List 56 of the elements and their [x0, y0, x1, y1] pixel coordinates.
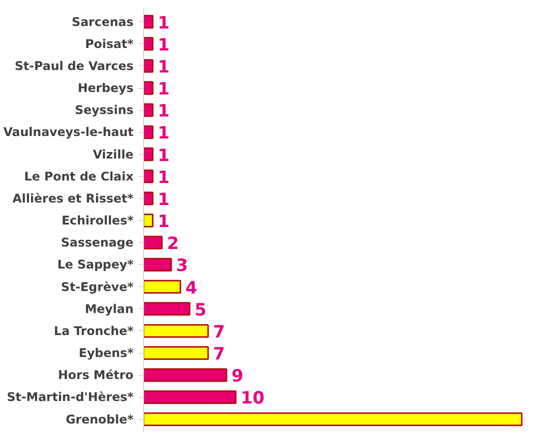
y-tick-label: Grenoble* — [66, 412, 134, 426]
data-label: 1 — [158, 102, 170, 122]
y-tick-label: Sassenage — [60, 236, 134, 250]
bar — [144, 37, 154, 51]
bar — [144, 125, 154, 139]
y-tick-label: Le Sappey* — [57, 258, 134, 272]
bar — [144, 192, 154, 206]
y-tick-label: Hors Métro — [58, 368, 134, 382]
data-label: 1 — [158, 146, 170, 166]
data-label: 1 — [158, 13, 170, 34]
y-tick-label: Seyssins — [74, 103, 134, 118]
data-label: 1 — [158, 124, 170, 144]
data-label: 4 — [185, 278, 198, 298]
data-label: 1 — [158, 190, 170, 210]
bar — [144, 81, 154, 95]
y-tick-label: Vaulnaveys-le-haut — [3, 125, 134, 140]
bar — [144, 236, 163, 250]
data-label: 1 — [158, 57, 170, 78]
y-tick-label: Le Pont de Claix — [24, 169, 134, 184]
bar — [144, 214, 154, 228]
bar — [144, 302, 190, 316]
bar — [144, 324, 209, 338]
y-tick-label: La Tronche* — [54, 324, 134, 338]
data-label: 1 — [158, 35, 170, 56]
y-tick-label: Sarcenas — [72, 14, 134, 29]
bar — [144, 390, 236, 404]
y-tick-label: St-Egrève* — [61, 280, 134, 294]
bar — [144, 412, 522, 426]
bar — [144, 346, 209, 360]
data-label: 1 — [158, 168, 170, 188]
data-label: 10 — [240, 388, 265, 409]
bar — [144, 103, 154, 117]
data-label: 9 — [232, 366, 244, 387]
bar — [144, 147, 154, 162]
data-label: 7 — [213, 344, 225, 364]
data-label: 5 — [194, 300, 206, 320]
data-label: 2 — [166, 234, 179, 254]
bar — [144, 170, 154, 184]
y-tick-label: St-Paul de Varces — [14, 58, 134, 73]
bar — [144, 59, 154, 73]
y-tick-label: St-Martin-d'Hères* — [6, 390, 134, 404]
data-label: 7 — [213, 322, 225, 342]
y-tick-label: Eybens* — [78, 346, 134, 360]
data-label: 1 — [158, 80, 170, 100]
y-tick-label: Vizille — [92, 147, 134, 162]
data-label: 1 — [158, 212, 170, 232]
y-tick-label: Herbeys — [78, 81, 134, 95]
y-tick-label: Echirolles* — [62, 214, 134, 228]
bar — [144, 280, 182, 294]
y-tick-label: Poisat* — [85, 36, 134, 51]
bar — [144, 258, 172, 272]
data-label: 3 — [176, 256, 188, 276]
y-tick-label: Meylan — [84, 302, 134, 316]
bar — [144, 14, 154, 29]
y-tick-label: Allières et Risset* — [12, 191, 134, 206]
bar — [144, 368, 228, 382]
